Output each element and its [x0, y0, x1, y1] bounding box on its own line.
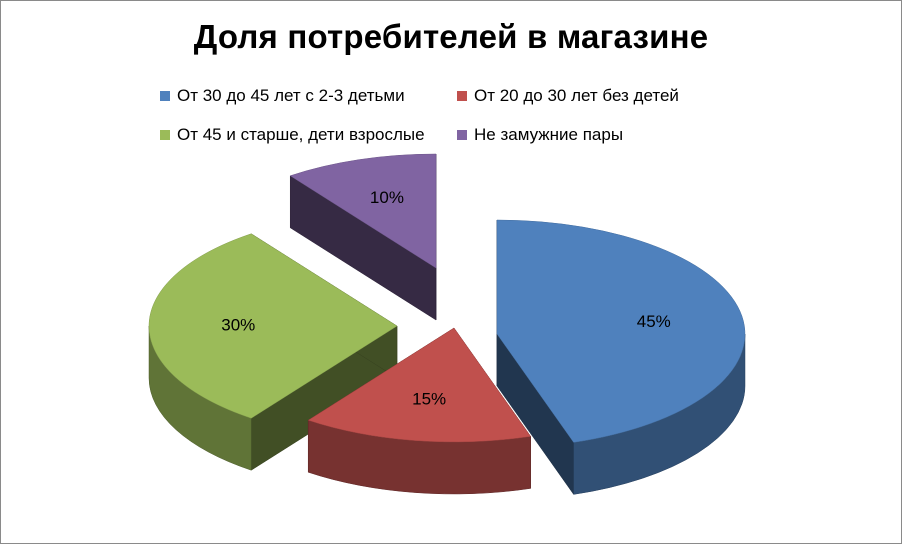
legend-swatch — [160, 91, 170, 101]
legend-label: От 20 до 30 лет без детей — [474, 86, 679, 105]
pie-slice-top — [148, 233, 398, 419]
pie-slices: 45% 15% 30% 10% — [148, 153, 746, 496]
pie-slice-top — [289, 153, 437, 269]
data-label: 10% — [370, 188, 404, 207]
legend-swatch — [457, 91, 467, 101]
data-label: 45% — [637, 312, 671, 331]
pie-slice-3 — [289, 153, 437, 321]
data-label: 30% — [221, 315, 255, 334]
legend-label: От 45 и старше, дети взрослые — [177, 125, 425, 144]
legend-label: Не замужние пары — [474, 125, 624, 144]
legend-item-20-30-no-kids: От 20 до 30 лет без детей — [457, 86, 679, 106]
legend-label: От 30 до 45 лет с 2-3 детьми — [177, 86, 405, 105]
legend-swatch — [160, 130, 170, 140]
legend-item-unmarried-couples: Не замужние пары — [457, 125, 623, 145]
data-label: 15% — [412, 390, 446, 409]
pie-slice-0 — [496, 219, 746, 496]
legend-item-45-plus: От 45 и старше, дети взрослые — [160, 125, 425, 145]
pie-slice-1 — [307, 327, 532, 495]
chart-title: Доля потребителей в магазине — [193, 18, 709, 55]
legend-item-30-45-with-kids: От 30 до 45 лет с 2-3 детьми — [160, 86, 405, 106]
pie-slice-top — [307, 327, 532, 443]
pie-slice-2 — [148, 233, 398, 471]
pie-slice-top — [496, 219, 746, 443]
legend-swatch — [457, 130, 467, 140]
